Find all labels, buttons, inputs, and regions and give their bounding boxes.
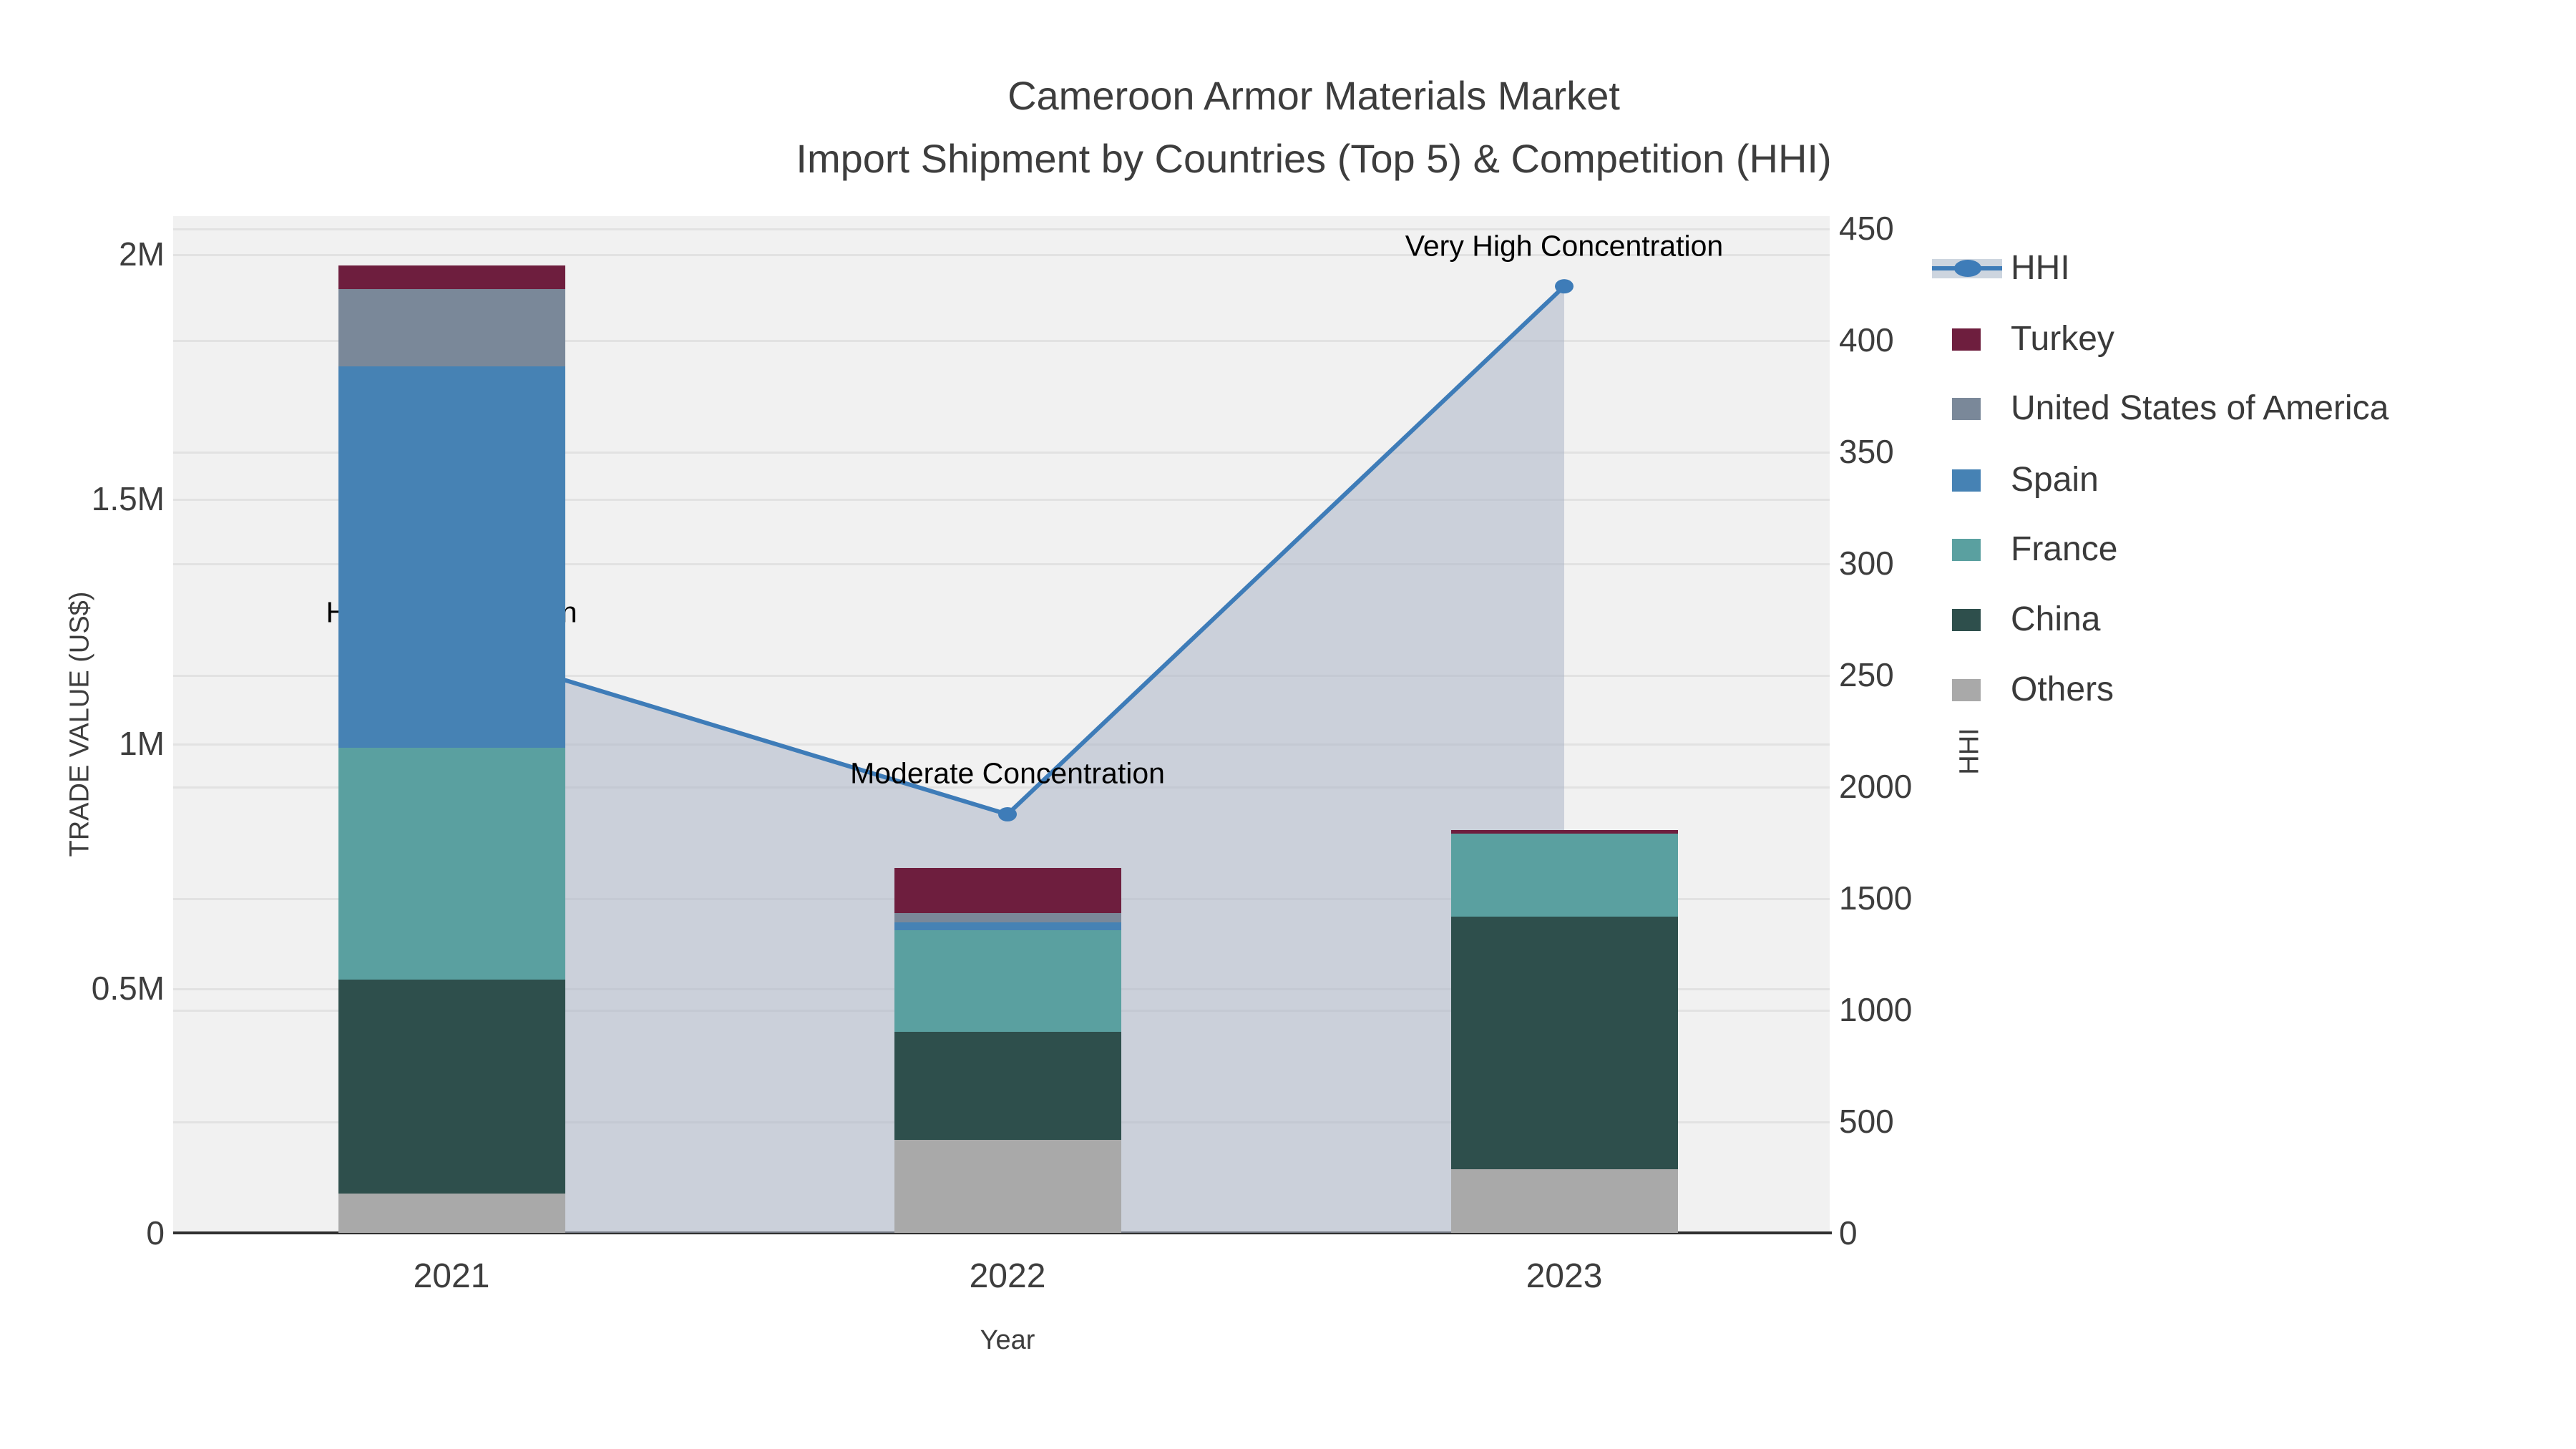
bar-segment-turkey[interactable] bbox=[338, 265, 565, 289]
bar-segment-spain[interactable] bbox=[338, 366, 565, 748]
gridline-left[interactable] bbox=[173, 499, 1830, 501]
bar-segment-france[interactable] bbox=[338, 748, 565, 980]
y-right-tick-label[interactable]: 350 bbox=[1839, 433, 1894, 470]
bar-segment-others[interactable] bbox=[894, 1140, 1121, 1233]
hhi-marker bbox=[1555, 279, 1574, 294]
gridline-right[interactable] bbox=[173, 340, 1830, 342]
legend-item-label[interactable]: HHI bbox=[2011, 249, 2070, 287]
bar-segment-china[interactable] bbox=[338, 979, 565, 1194]
y-right-tick-label[interactable]: 400 bbox=[1839, 321, 1894, 358]
bar-segment-france[interactable] bbox=[894, 930, 1121, 1032]
hhi-area-fill bbox=[452, 286, 1564, 1233]
legend-color-swatch[interactable] bbox=[1952, 609, 1981, 631]
legend-color-swatch[interactable] bbox=[1952, 398, 1981, 420]
gridline-right[interactable] bbox=[173, 563, 1830, 565]
legend-item-label[interactable]: Spain bbox=[2011, 461, 2099, 499]
y-left-tick-label[interactable]: 1M bbox=[119, 725, 165, 762]
gridline-right[interactable] bbox=[173, 675, 1830, 677]
legend-item-label[interactable]: China bbox=[2011, 600, 2101, 638]
bar-segment-united-states-of-america[interactable] bbox=[338, 288, 565, 366]
annotation-2023[interactable]: Very High Concentration bbox=[1405, 229, 1724, 263]
gridline-right[interactable] bbox=[173, 452, 1830, 454]
legend-color-swatch[interactable] bbox=[1952, 328, 1981, 351]
y-right-tick-label[interactable]: 300 bbox=[1839, 545, 1894, 582]
bar-segment-spain[interactable] bbox=[894, 922, 1121, 931]
x-tick-label[interactable]: 2021 bbox=[413, 1257, 490, 1295]
x-tick-label[interactable]: 2023 bbox=[1526, 1257, 1603, 1295]
bar-segment-others[interactable] bbox=[338, 1194, 565, 1233]
y-left-tick-label[interactable]: 2M bbox=[119, 235, 165, 273]
hhi-marker-legend-icon[interactable] bbox=[1954, 260, 1981, 277]
bar-segment-others[interactable] bbox=[1450, 1169, 1678, 1233]
legend-item-hhi[interactable]: HHI bbox=[1928, 249, 2576, 287]
y-right-tick-label[interactable]: 2000 bbox=[1839, 768, 1913, 805]
legend-color-swatch[interactable] bbox=[1952, 539, 1981, 561]
gridline-right[interactable] bbox=[173, 786, 1830, 789]
legend-item-united-states-of-america[interactable]: United States of America bbox=[1928, 389, 2576, 427]
hhi-marker bbox=[998, 807, 1017, 821]
legend-color-swatch[interactable] bbox=[1952, 469, 1981, 492]
chart-title-line2: Import Shipment by Countries (Top 5) & C… bbox=[796, 136, 1832, 181]
bar-segment-turkey[interactable] bbox=[1450, 830, 1678, 834]
x-axis-line bbox=[173, 1231, 1832, 1234]
legend: HHI Turkey United States of America Spain Fr… bbox=[1928, 235, 2576, 718]
gridline-left[interactable] bbox=[173, 743, 1830, 746]
legend-item-china[interactable]: China bbox=[1928, 600, 2576, 638]
y-left-axis-title: TRADE VALUE (US$) bbox=[64, 591, 95, 857]
legend-item-label[interactable]: Turkey bbox=[2011, 320, 2114, 358]
legend-item-others[interactable]: Others bbox=[1928, 670, 2576, 708]
bar-segment-france[interactable] bbox=[1450, 833, 1678, 917]
x-axis-title: Year bbox=[980, 1325, 1035, 1355]
y-left-tick-label[interactable]: 0.5M bbox=[91, 970, 165, 1007]
y-left-tick-label[interactable]: 1.5M bbox=[91, 480, 165, 517]
annotation-2022[interactable]: Moderate Concentration bbox=[850, 756, 1165, 790]
y-right-axis-title: HHI bbox=[1954, 728, 1985, 775]
y-left-tick-label[interactable]: 0 bbox=[146, 1214, 165, 1252]
y-right-tick-label[interactable]: 1500 bbox=[1839, 879, 1913, 917]
legend-color-swatch[interactable] bbox=[1952, 679, 1981, 701]
chart-title-line1: Cameroon Armor Materials Market bbox=[1008, 73, 1620, 118]
bar-segment-turkey[interactable] bbox=[894, 867, 1121, 913]
legend-item-label[interactable]: Others bbox=[2011, 670, 2114, 708]
bar-segment-united-states-of-america[interactable] bbox=[894, 912, 1121, 922]
legend-item-label[interactable]: France bbox=[2011, 530, 2118, 568]
legend-item-turkey[interactable]: Turkey bbox=[1928, 320, 2576, 358]
legend-item-spain[interactable]: Spain bbox=[1928, 461, 2576, 499]
y-right-tick-label[interactable]: 500 bbox=[1839, 1103, 1894, 1140]
y-right-tick-label[interactable]: 1000 bbox=[1839, 991, 1913, 1028]
bar-segment-china[interactable] bbox=[894, 1031, 1121, 1141]
legend-item-label[interactable]: United States of America bbox=[2011, 389, 2389, 427]
y-right-tick-label[interactable]: 250 bbox=[1839, 656, 1894, 693]
legend-item-france[interactable]: France bbox=[1928, 530, 2576, 568]
y-right-tick-label[interactable]: 450 bbox=[1839, 210, 1894, 247]
gridline-left[interactable] bbox=[173, 254, 1830, 256]
x-tick-label[interactable]: 2022 bbox=[969, 1257, 1046, 1295]
y-right-tick-label[interactable]: 0 bbox=[1839, 1214, 1858, 1252]
gridline-right[interactable] bbox=[173, 228, 1830, 230]
bar-segment-china[interactable] bbox=[1450, 917, 1678, 1170]
